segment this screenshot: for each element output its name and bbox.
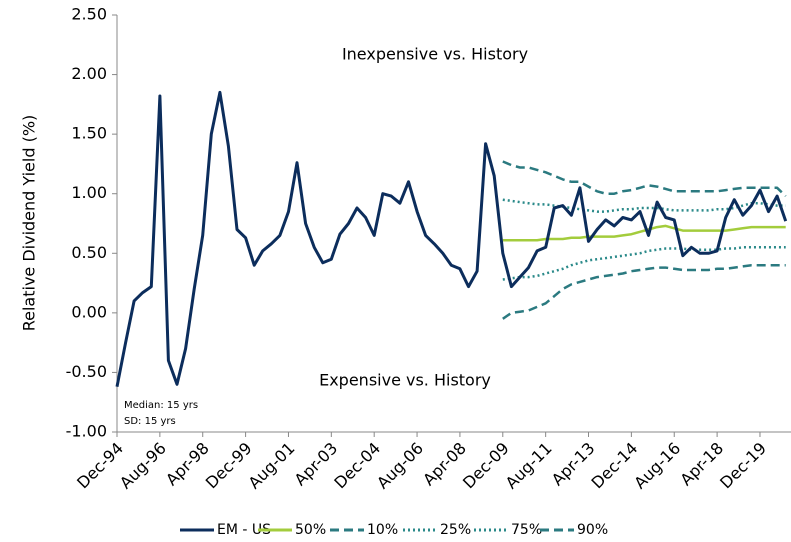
y-tick-label: -0.50 <box>66 362 107 381</box>
legend-label: 75% <box>511 522 542 538</box>
series-line <box>502 263 786 320</box>
x-tick-label: Aug-11 <box>502 439 556 493</box>
series-line <box>502 224 786 242</box>
series-line <box>502 198 786 213</box>
y-axis-label: Relative Dividend Yield (%) <box>20 115 39 332</box>
y-tick-label: -1.00 <box>66 422 107 441</box>
y-tick-label: 2.00 <box>71 64 107 83</box>
annotation: Expensive vs. History <box>319 371 491 390</box>
series-line <box>502 246 786 281</box>
x-tick-label: Dec-14 <box>588 439 642 493</box>
y-tick-label: 2.50 <box>71 5 107 24</box>
legend-label: 25% <box>440 522 471 538</box>
x-tick-label: Dec-99 <box>202 439 256 493</box>
legend-label: 90% <box>577 522 608 538</box>
legend-label: EM - US <box>217 522 271 538</box>
x-tick-label: Aug-96 <box>116 439 170 493</box>
annotation: Inexpensive vs. History <box>342 45 528 64</box>
y-tick-label: 1.00 <box>71 183 107 202</box>
x-tick-label: Dec-94 <box>73 439 127 493</box>
x-tick-label: Dec-19 <box>716 439 770 493</box>
annotation: SD: 15 yrs <box>124 416 176 427</box>
x-tick-label: Dec-04 <box>330 439 384 493</box>
y-tick-label: 0.00 <box>71 302 107 321</box>
legend-label: 50% <box>295 522 326 538</box>
y-tick-label: 1.50 <box>71 124 107 143</box>
legend-label: 10% <box>367 522 398 538</box>
series-line <box>502 160 787 197</box>
series-line <box>115 90 788 387</box>
x-tick-label: Aug-16 <box>630 439 684 493</box>
y-tick-label: 0.50 <box>71 243 107 262</box>
annotation: Median: 15 yrs <box>124 400 198 411</box>
x-tick-label: Aug-06 <box>373 439 427 493</box>
x-tick-label: Dec-09 <box>459 439 513 493</box>
x-tick-label: Aug-01 <box>244 439 298 493</box>
